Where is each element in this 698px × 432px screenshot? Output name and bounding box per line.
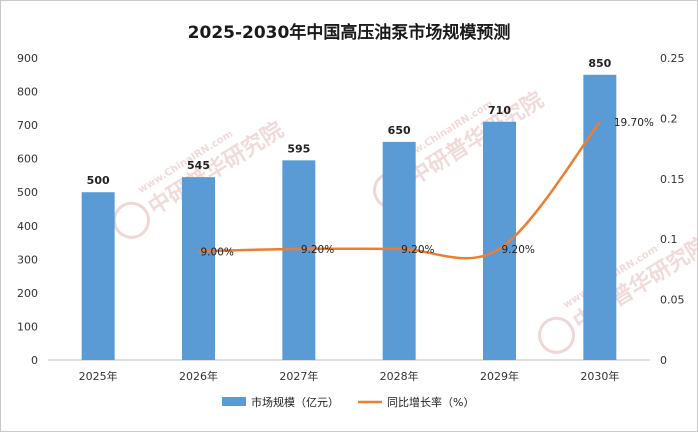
y-left-tick-label: 100 (17, 320, 38, 333)
x-tick-label: 2026年 (179, 369, 218, 383)
legend-label-bar: 市场规模（亿元） (251, 395, 339, 409)
legend-label-line: 同比增长率（%） (387, 395, 474, 409)
bar-value-label: 500 (87, 174, 110, 187)
x-tick-label: 2028年 (380, 369, 419, 383)
y-left-tick-label: 800 (17, 86, 38, 99)
growth-rate-label: 19.70% (614, 117, 654, 129)
y-right-tick-label: 0.2 (660, 112, 678, 125)
y-right-tick-label: 0.05 (660, 294, 685, 307)
x-tick-label: 2030年 (580, 369, 619, 383)
y-left-tick-label: 0 (31, 354, 38, 367)
growth-rate-line (198, 121, 601, 260)
watermark-logo (538, 316, 576, 354)
x-tick-label: 2029年 (480, 369, 519, 383)
y-left-tick-label: 700 (17, 119, 38, 132)
y-right-tick-label: 0.15 (660, 173, 685, 186)
bar-value-label: 650 (388, 124, 411, 137)
bar-value-label: 595 (287, 142, 310, 155)
bar (583, 74, 617, 361)
bar (81, 192, 115, 360)
y-right-tick-label: 0.1 (660, 233, 678, 246)
y-left-tick-label: 500 (17, 186, 38, 199)
y-left-tick-label: 600 (17, 153, 38, 166)
bar (182, 177, 215, 360)
x-tick-label: 2027年 (279, 369, 318, 383)
y-right-tick-label: 0 (660, 354, 667, 367)
y-left-tick-label: 900 (17, 52, 38, 65)
growth-rate-label: 9.20% (401, 244, 434, 256)
y-left-tick-label: 200 (17, 287, 38, 300)
growth-rate-label: 9.20% (301, 244, 334, 256)
chart-title: 2025-2030年中国高压油泵市场规模预测 (187, 23, 511, 43)
y-left-tick-label: 400 (17, 220, 38, 233)
legend-swatch-bar (222, 397, 246, 406)
bar-value-label: 850 (588, 57, 611, 70)
bar (282, 160, 316, 360)
bar-value-label: 545 (187, 159, 210, 172)
bar-value-label: 710 (488, 104, 511, 117)
growth-rate-label: 9.00% (201, 246, 234, 258)
watermark-logo (113, 201, 151, 239)
y-left-tick-label: 300 (17, 253, 38, 266)
growth-rate-label: 9.20% (502, 244, 535, 256)
x-tick-label: 2025年 (79, 369, 118, 383)
bar (382, 141, 416, 360)
y-right-tick-label: 0.25 (660, 52, 685, 65)
